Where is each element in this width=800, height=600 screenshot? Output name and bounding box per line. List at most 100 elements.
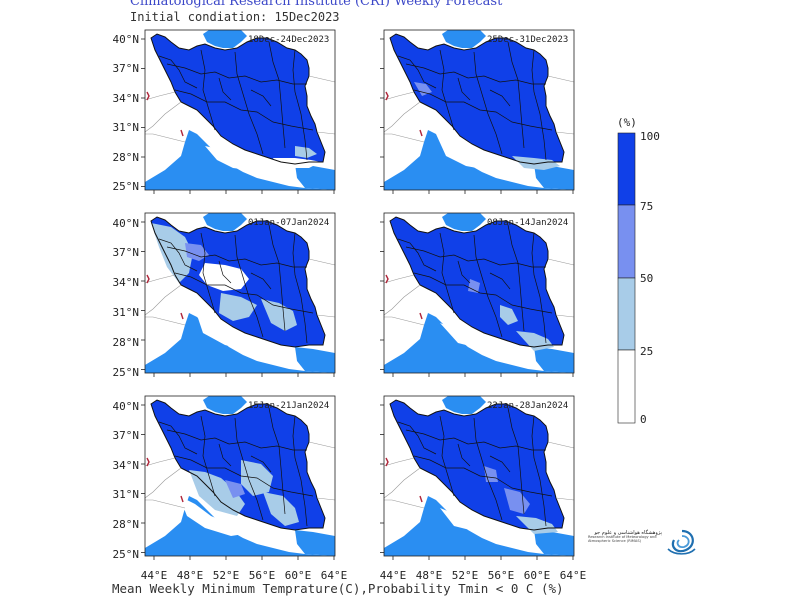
probability-region — [263, 492, 299, 526]
province-border — [200, 415, 216, 497]
neighbour-border — [145, 133, 186, 143]
legend-swatch-75-100 — [617, 132, 636, 206]
neighbour-border — [145, 316, 186, 326]
neighbour-border — [383, 284, 421, 316]
neighbour-border — [145, 499, 186, 509]
probability-region — [195, 309, 271, 351]
logo-text: پژوهشگاه هواشناسی و علوم جو Research Ins… — [588, 530, 662, 544]
map-frame — [383, 212, 575, 374]
neighbour-border — [383, 274, 415, 284]
probability-region — [219, 293, 257, 321]
logo-title: پژوهشگاه هواشناسی و علوم جو — [594, 530, 662, 536]
neighbour-border — [383, 467, 421, 499]
province-border — [292, 49, 308, 161]
province-border — [531, 49, 547, 161]
neighbour-border — [144, 284, 182, 316]
probability-field — [151, 34, 325, 164]
map-frame — [144, 29, 336, 191]
province-border — [268, 41, 286, 149]
country-border — [389, 399, 565, 531]
neighbour-border — [144, 101, 182, 133]
province-border — [473, 417, 503, 521]
lon-label: 64°E — [560, 569, 587, 582]
logo-subtitle: Research Institute of Meteorology and At… — [588, 535, 657, 543]
province-border — [268, 407, 286, 515]
neighbour-border — [555, 314, 575, 318]
province-border — [158, 421, 198, 455]
province-border — [234, 51, 264, 155]
map-frame — [383, 29, 575, 191]
neighbour-border — [384, 133, 425, 143]
province-border — [507, 407, 525, 515]
lon-label: 44°E — [141, 569, 168, 582]
province-border — [457, 260, 471, 284]
province-border — [531, 232, 547, 344]
figure-caption: Mean Weekly Minimum Temprature(C),Probab… — [112, 581, 564, 596]
province-border — [166, 246, 307, 268]
lon-label: 64°E — [321, 569, 348, 582]
gulf-of-oman — [534, 347, 574, 373]
province-border — [531, 415, 547, 527]
gulf-of-oman — [534, 164, 574, 190]
province-border — [174, 89, 314, 131]
province-border — [174, 455, 314, 497]
country-border — [389, 216, 565, 348]
neighbour-border — [547, 258, 575, 266]
lat-label: 40°N — [113, 33, 140, 46]
probability-region — [440, 508, 500, 532]
lat-label: 34°N — [113, 92, 140, 105]
panel-period-label: 01Jan-07Jan2024 — [248, 218, 329, 228]
neighbour-border — [547, 75, 575, 83]
lat-axis-left: 40°N 37°N 34°N 31°N 28°N 25°N 40°N 37°N … — [113, 33, 140, 561]
lon-label: 52°E — [213, 569, 240, 582]
province-border — [158, 238, 198, 272]
province-border — [397, 55, 437, 89]
neighbour-border — [555, 497, 575, 501]
lat-label: 25°N — [113, 180, 140, 193]
neighbour-border — [316, 497, 336, 501]
province-border — [489, 89, 511, 107]
legend-tick: 100 — [640, 130, 660, 143]
province-border — [413, 272, 553, 314]
province-border — [268, 224, 286, 332]
neighbour-border — [316, 131, 336, 135]
lon-label: 56°E — [249, 569, 276, 582]
lat-label: 28°N — [113, 336, 140, 349]
province-border — [174, 272, 314, 314]
persian-gulf — [384, 130, 574, 190]
province-border — [234, 234, 264, 338]
province-border — [457, 443, 471, 467]
province-border — [250, 272, 272, 290]
probability-region — [225, 480, 245, 498]
country-border — [389, 33, 565, 165]
province-border — [439, 49, 455, 131]
lat-label: 31°N — [113, 306, 140, 319]
probability-region — [151, 223, 193, 283]
legend-tick: 0 — [640, 413, 647, 426]
page-title: Climatological Research Institute (CRI) … — [130, 0, 503, 9]
caspian-sea — [442, 396, 486, 414]
neighbour-border — [316, 314, 336, 318]
lake-marker — [419, 129, 423, 137]
probability-region — [512, 156, 560, 170]
neighbour-border — [144, 467, 182, 499]
province-border — [413, 455, 553, 497]
lat-label: 37°N — [113, 429, 140, 442]
province-border — [218, 443, 232, 467]
province-border — [200, 49, 216, 131]
province-border — [507, 41, 525, 149]
probability-region — [179, 496, 257, 536]
legend-tick: 25 — [640, 345, 653, 358]
neighbour-border — [308, 75, 336, 83]
neighbour-border — [383, 457, 415, 467]
persian-gulf — [384, 496, 574, 556]
lon-label: 48°E — [177, 569, 204, 582]
persian-gulf — [145, 130, 335, 190]
lat-label: 28°N — [113, 151, 140, 164]
legend-swatch-50-75 — [617, 204, 636, 279]
caspian-sea — [442, 30, 486, 48]
province-border — [218, 260, 232, 284]
probability-region — [440, 323, 502, 349]
neighbour-border — [144, 274, 176, 284]
lat-label: 31°N — [113, 488, 140, 501]
